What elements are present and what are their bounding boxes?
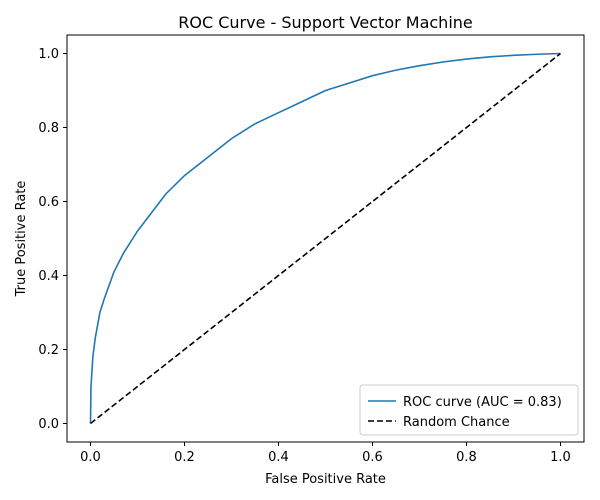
random-chance-line: [90, 52, 561, 425]
x-tick-label: 0.0: [80, 450, 101, 465]
y-tick-label: 0.6: [38, 195, 59, 210]
x-tick-label: 0.8: [456, 450, 477, 465]
legend: ROC curve (AUC = 0.83) Random Chance: [359, 384, 579, 436]
y-tick-label: 1.0: [38, 47, 59, 62]
x-axis-title: False Positive Rate: [265, 472, 386, 487]
x-tick-label: 0.6: [362, 450, 383, 465]
x-tick-label: 0.4: [268, 450, 289, 465]
plot-area: [66, 34, 585, 443]
x-tick-label: 0.2: [174, 450, 195, 465]
x-tick-label: 1.0: [550, 450, 571, 465]
legend-box: [359, 384, 579, 436]
chart-title: ROC Curve - Support Vector Machine: [178, 13, 473, 32]
legend-roc-label: ROC curve (AUC = 0.83): [403, 395, 562, 410]
y-axis-title: True Positive Rate: [14, 181, 29, 298]
plot-frame: [66, 34, 585, 443]
y-tick-label: 0.4: [38, 269, 59, 284]
legend-random-label: Random Chance: [403, 415, 510, 430]
x-axis-ticks: 0.0 0.2 0.4 0.6 0.8 1.0: [80, 442, 571, 465]
y-tick-label: 0.0: [38, 417, 59, 432]
roc-curve-line: [89, 52, 561, 424]
y-tick-label: 0.2: [38, 343, 59, 358]
y-axis-ticks: 0.0 0.2 0.4 0.6 0.8 1.0: [38, 47, 67, 432]
y-tick-label: 0.8: [38, 121, 59, 136]
